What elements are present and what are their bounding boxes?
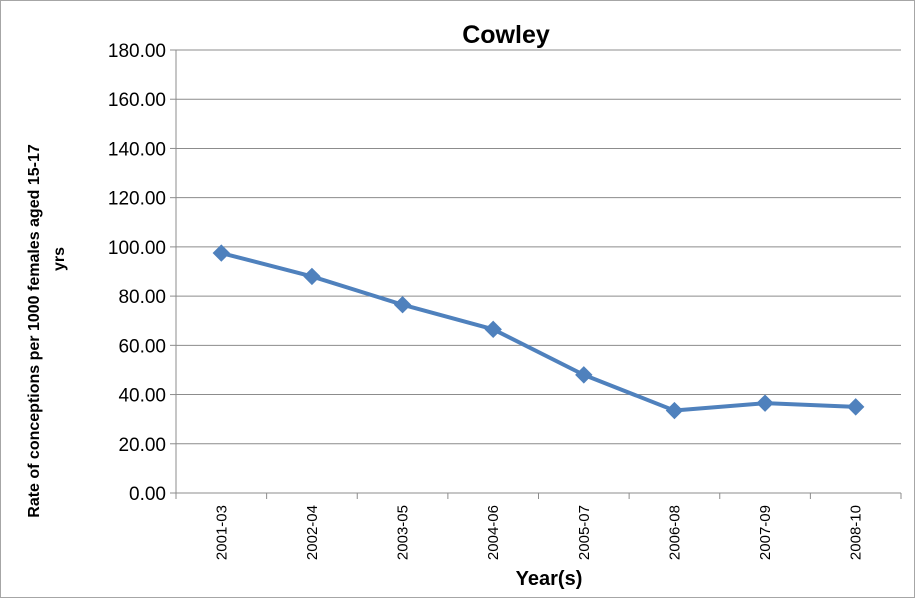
y-tick-label: 100.00	[108, 238, 166, 259]
x-tick-labels: 2001-03 2002-04 2003-05 2004-06 2005-07 2006-…	[213, 505, 864, 560]
y-tick-label: 160.00	[108, 90, 166, 111]
x-tick-label: 2001-03	[213, 505, 230, 560]
data-point-marker	[393, 296, 412, 314]
x-tick-label: 2008-10	[848, 505, 865, 560]
series-line	[220, 251, 856, 413]
x-tick-label: 2002-04	[304, 505, 321, 560]
data-point-marker	[575, 366, 593, 384]
axes	[170, 49, 902, 499]
data-point-marker	[212, 244, 231, 262]
y-tick-label: 120.00	[108, 189, 166, 210]
y-tick-labels: 0.00 20.00 40.00 60.00 80.00 100.00 120.00 140.…	[108, 41, 166, 505]
x-tick-label: 2003-05	[395, 505, 412, 560]
y-tick-label: 0.00	[129, 484, 166, 505]
x-tick-label: 2005-07	[576, 505, 593, 560]
data-point-marker	[484, 320, 502, 339]
y-axis-label-line-1: Rate of conceptions per 1000 females age…	[26, 144, 43, 518]
y-tick-label: 20.00	[118, 435, 166, 456]
series-group	[212, 244, 865, 420]
y-tick-label: 80.00	[118, 287, 166, 308]
x-tick-label: 2007-09	[757, 505, 774, 560]
data-point-marker	[303, 267, 321, 286]
y-tick-label: 140.00	[108, 139, 166, 160]
data-point-marker	[846, 398, 865, 416]
y-tick-label: 40.00	[118, 386, 166, 407]
chart-title: Cowley	[462, 21, 550, 49]
x-axis-label: Year(s)	[516, 568, 583, 590]
y-tick-label: 180.00	[108, 41, 166, 62]
data-point-marker	[665, 401, 684, 420]
data-point-marker	[756, 394, 774, 412]
y-axis-label-line-2: yrs	[51, 247, 68, 271]
gridlines	[176, 49, 901, 445]
x-tick-label: 2006-08	[666, 505, 683, 560]
y-tick-label: 60.00	[118, 336, 166, 357]
x-tick-label: 2004-06	[485, 505, 502, 560]
